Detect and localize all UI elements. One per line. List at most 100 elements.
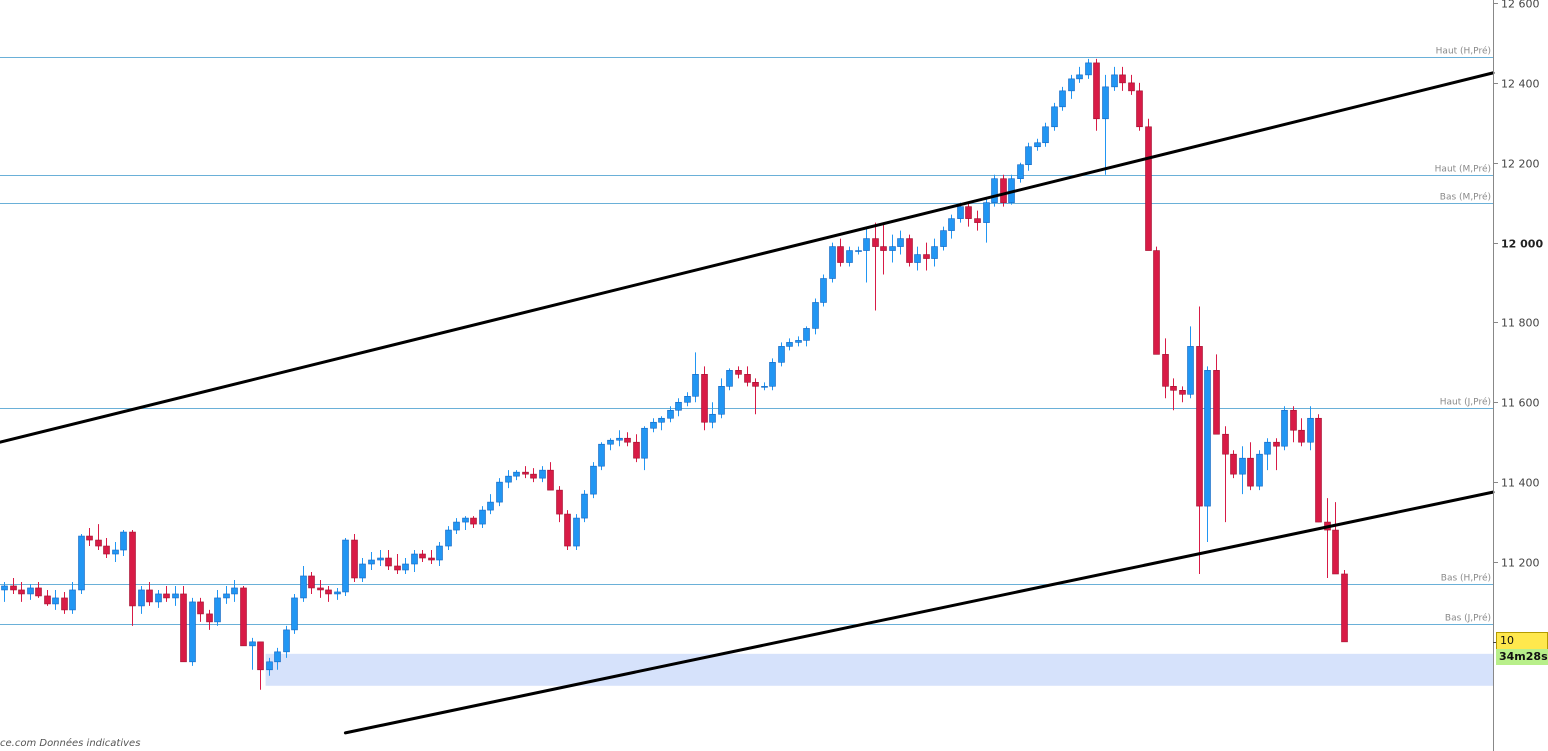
candle xyxy=(1059,86,1066,111)
candle xyxy=(317,579,324,598)
candle xyxy=(1341,569,1348,643)
candle-body-down xyxy=(965,206,972,219)
candle-body-down xyxy=(633,441,640,459)
candle xyxy=(965,202,972,227)
candle-body-up xyxy=(829,246,836,279)
candle-body-up xyxy=(1111,74,1118,88)
candle xyxy=(1170,378,1177,411)
level-label: Haut (H,Pré) xyxy=(1436,46,1491,57)
candle-body-up xyxy=(69,589,76,611)
candle-body-up xyxy=(940,230,947,247)
candle xyxy=(325,585,332,602)
candle xyxy=(308,571,315,594)
candle xyxy=(1187,326,1194,399)
candle-body-up xyxy=(462,517,469,523)
candle-body-up xyxy=(692,374,699,397)
axis-tick-label: 12 200 xyxy=(1501,158,1540,171)
candle xyxy=(78,534,85,594)
candle-body-up xyxy=(1025,146,1032,166)
candle-body-up xyxy=(112,549,119,555)
candle-body-up xyxy=(855,250,862,252)
candle xyxy=(1008,174,1015,205)
candle-body-up xyxy=(496,481,503,503)
candle xyxy=(411,550,418,572)
candle-body-up xyxy=(445,529,452,547)
candle xyxy=(974,210,981,231)
axis-tick-label: 11 600 xyxy=(1501,397,1540,410)
candle-body-down xyxy=(530,473,537,479)
candle-body-down xyxy=(880,246,887,251)
axis-tick-label: 12 400 xyxy=(1501,78,1540,91)
candle-body-up xyxy=(266,661,273,671)
candle xyxy=(650,418,657,433)
candle xyxy=(35,581,42,598)
candle-body-up xyxy=(1204,370,1211,507)
candle xyxy=(419,550,426,562)
candle-body-up xyxy=(607,439,614,445)
candle xyxy=(1025,142,1032,171)
candle-body-up xyxy=(249,641,256,647)
support-zone-layer xyxy=(265,653,1494,686)
candle-body-down xyxy=(129,531,136,607)
candle xyxy=(522,466,529,479)
candle-body-down xyxy=(351,539,358,579)
candle-body-down xyxy=(923,254,930,259)
candle xyxy=(718,378,725,419)
candle xyxy=(616,430,623,447)
candle-body-down xyxy=(163,593,170,599)
candle xyxy=(69,581,76,614)
candle xyxy=(266,657,273,676)
candle xyxy=(735,366,742,379)
candle xyxy=(138,585,145,614)
candle-body-up xyxy=(291,597,298,631)
candle-body-down xyxy=(317,587,324,591)
candle-body-down xyxy=(701,374,708,423)
candle xyxy=(1085,58,1092,79)
candle xyxy=(675,398,682,417)
candle xyxy=(189,597,196,666)
candle xyxy=(479,506,486,529)
candle-body-up xyxy=(1076,74,1083,80)
candle-body-up xyxy=(914,254,921,263)
candle xyxy=(931,238,938,267)
candle-body-up xyxy=(803,328,810,341)
level-label: Haut (J,Pré) xyxy=(1440,397,1491,408)
candle xyxy=(505,470,512,489)
candle-body-down xyxy=(1179,390,1186,395)
candle xyxy=(214,589,221,626)
candle xyxy=(1093,58,1100,131)
candle xyxy=(539,466,546,483)
trendline[interactable] xyxy=(0,71,1495,444)
candle-body-up xyxy=(155,593,162,603)
axis-tick-label: 11 400 xyxy=(1501,477,1540,490)
candle-body-down xyxy=(624,437,631,443)
candle xyxy=(172,585,179,606)
trendline[interactable] xyxy=(343,490,1495,735)
candle-body-up xyxy=(479,509,486,525)
candle xyxy=(52,589,59,610)
candle-body-down xyxy=(1162,354,1169,387)
candle-body-up xyxy=(223,593,230,599)
candle xyxy=(940,226,947,251)
axis-tick-label: 12 600 xyxy=(1501,0,1540,11)
candle xyxy=(1256,450,1263,491)
candle-body-down xyxy=(197,601,204,615)
candle-body-up xyxy=(274,651,281,663)
candle xyxy=(803,326,810,347)
candle-body-down xyxy=(86,535,93,541)
candle-body-up xyxy=(1187,346,1194,395)
source-footer: ce.com Données indicatives xyxy=(0,738,141,749)
candle-body-up xyxy=(1017,164,1024,179)
candle xyxy=(837,238,844,267)
candle xyxy=(513,470,520,481)
candle-body-up xyxy=(667,409,674,419)
candle xyxy=(27,583,34,600)
candle xyxy=(530,468,537,483)
candle xyxy=(1222,426,1229,523)
candle xyxy=(359,558,366,582)
candle-body-up xyxy=(1051,106,1058,128)
candles-layer xyxy=(1,58,1348,690)
candle-body-down xyxy=(735,370,742,375)
candle-body-down xyxy=(35,587,42,597)
candle xyxy=(726,368,733,391)
